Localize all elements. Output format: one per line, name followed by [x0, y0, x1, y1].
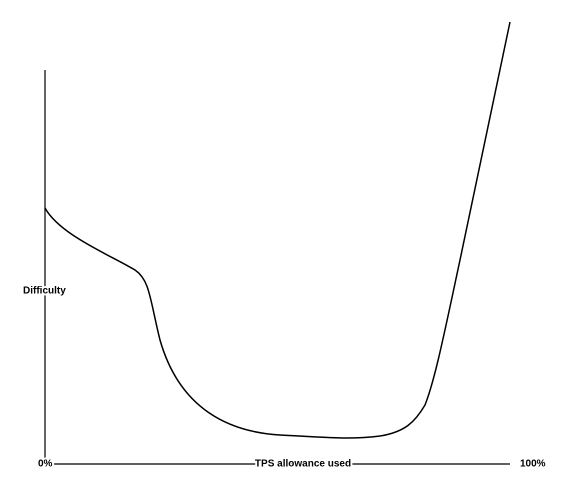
difficulty-curve — [44, 21, 511, 439]
y-axis-label: Difficulty — [23, 286, 66, 297]
x-start-label: 0% — [38, 459, 53, 470]
x-axis-label: TPS allowance used — [255, 459, 351, 470]
x-end-label: 100% — [520, 459, 546, 470]
